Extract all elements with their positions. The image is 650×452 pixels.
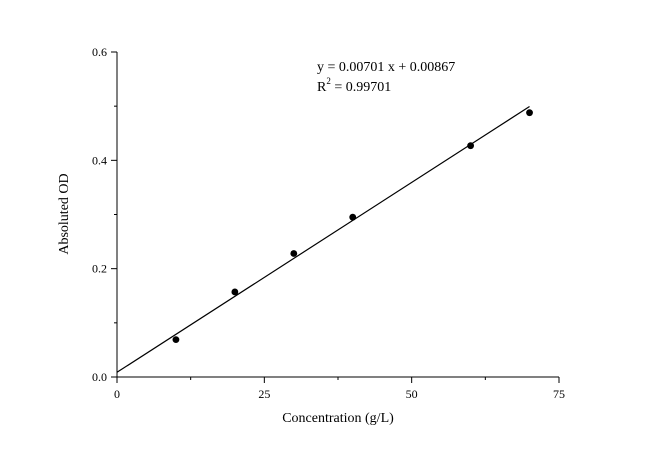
y-tick-label: 0.6 xyxy=(92,45,107,59)
y-tick-label: 0.2 xyxy=(92,262,107,276)
y-tick-label: 0.4 xyxy=(92,153,107,167)
data-points xyxy=(172,109,533,344)
regression-equation: y = 0.00701 x + 0.00867 xyxy=(317,60,455,75)
fit-line-group xyxy=(116,106,530,373)
x-tick-label: 0 xyxy=(114,387,120,401)
r2-exponent: 2 xyxy=(326,76,331,86)
data-point xyxy=(526,109,533,117)
fit-line xyxy=(116,106,530,373)
x-tick-label: 50 xyxy=(406,387,418,401)
y-axis-title: Absoluted OD xyxy=(57,173,72,254)
y-tick-label: 0.0 xyxy=(92,370,107,384)
r2-prefix: R xyxy=(317,80,327,95)
r-squared-annotation: R2 = 0.99701 xyxy=(317,76,391,95)
x-tick-label: 75 xyxy=(553,387,565,401)
data-point xyxy=(467,142,474,150)
data-point xyxy=(172,336,180,344)
data-point xyxy=(290,250,298,257)
x-axis-title: Concentration (g/L) xyxy=(282,411,394,426)
data-point xyxy=(231,288,239,296)
x-tick-label: 25 xyxy=(258,387,270,401)
r2-value: = 0.99701 xyxy=(331,80,391,95)
data-point xyxy=(349,213,357,221)
axes xyxy=(116,52,559,378)
ticks: 0 25 50 75 0.0 0.2 0.4 0.6 xyxy=(92,45,565,401)
